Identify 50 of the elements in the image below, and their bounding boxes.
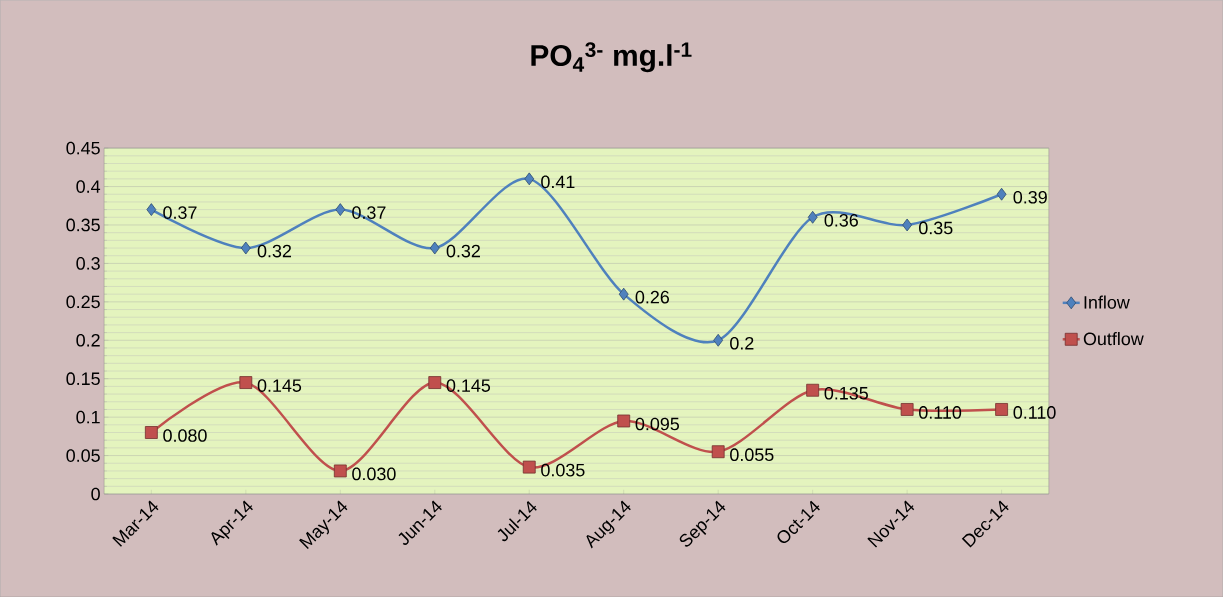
point <box>996 187 1007 201</box>
point <box>522 460 536 474</box>
data-label: 0.080 <box>163 429 207 442</box>
point <box>900 402 914 416</box>
data-label: 0.145 <box>257 379 302 392</box>
data-label: 0.110 <box>1013 406 1056 419</box>
data-label: 0.030 <box>352 467 396 481</box>
data-label: 0.035 <box>541 463 585 477</box>
point <box>239 376 253 389</box>
data-label: 0.41 <box>541 175 575 189</box>
y-tick-label: 0.25 <box>66 295 100 309</box>
point <box>807 210 818 224</box>
point <box>146 203 157 216</box>
point <box>902 218 913 232</box>
data-label: 0.32 <box>446 244 480 258</box>
data-label: 0.37 <box>163 206 197 219</box>
data-label: 0.35 <box>919 221 953 235</box>
data-label: 0.36 <box>824 213 858 227</box>
y-tick-label: 0.45 <box>66 141 100 155</box>
data-label: 0.32 <box>257 244 292 258</box>
data-label: 0.055 <box>730 448 774 461</box>
data-label: 0.2 <box>730 336 754 350</box>
point <box>240 241 251 255</box>
legend-label: Inflow <box>1084 295 1130 309</box>
y-tick-label: 0 <box>91 487 100 501</box>
legend-label: Outflow <box>1083 331 1144 346</box>
y-tick-label: 0.05 <box>66 449 100 462</box>
chart-title: PO$_{4}$$^{3-}$ mg.l$^{-1}$ <box>531 42 692 73</box>
y-tick-label: 0.3 <box>76 256 100 270</box>
y-tick-label: 0.1 <box>76 410 100 424</box>
point <box>144 426 158 439</box>
point <box>617 414 631 428</box>
point <box>806 383 820 397</box>
point <box>713 333 724 347</box>
y-tick-label: 0.15 <box>66 372 100 385</box>
point <box>333 464 347 478</box>
point <box>428 376 442 389</box>
point <box>524 172 535 186</box>
data-label: 0.145 <box>446 379 491 392</box>
point <box>429 241 440 255</box>
y-tick-label: 0.35 <box>66 218 100 232</box>
point <box>618 287 629 301</box>
y-tick-label: 0.2 <box>76 333 100 347</box>
data-label: 0.37 <box>352 206 386 219</box>
point <box>335 203 346 216</box>
point <box>995 402 1008 416</box>
y-tick-label: 0.4 <box>76 180 101 193</box>
data-label: 0.39 <box>1013 190 1047 204</box>
data-label: 0.26 <box>635 290 670 304</box>
point <box>711 445 725 459</box>
